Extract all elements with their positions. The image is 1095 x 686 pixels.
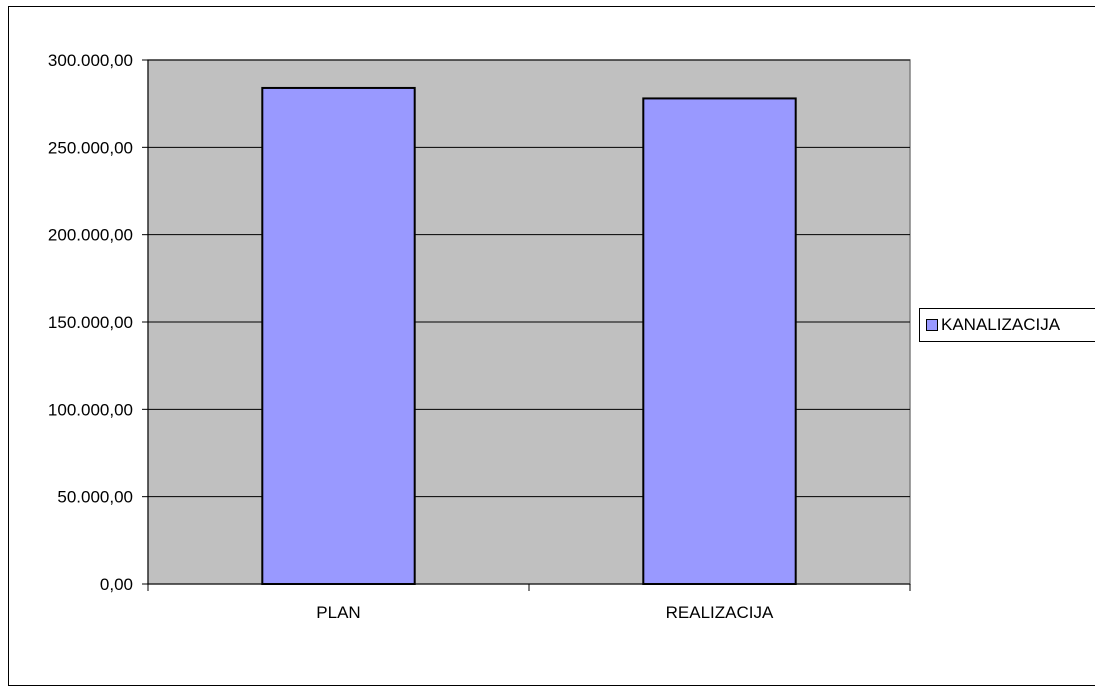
bar-chart: 0,00 50.000,00 100.000,00 150.000,00 200.000…	[48, 51, 911, 622]
y-tick-label: 0,00	[100, 575, 133, 594]
x-tick-label: REALIZACIJA	[666, 603, 774, 622]
legend: KANALIZACIJA	[919, 308, 1095, 342]
x-tick-label: PLAN	[316, 603, 360, 622]
legend-swatch	[926, 319, 938, 331]
y-tick-label: 100.000,00	[48, 400, 133, 419]
bar-realizacija	[642, 97, 797, 585]
y-tick-label: 50.000,00	[57, 488, 133, 507]
y-tick-label: 150.000,00	[48, 313, 133, 332]
y-tick-label: 250.000,00	[48, 138, 133, 157]
legend-label: KANALIZACIJA	[941, 315, 1061, 334]
y-tick-label: 200.000,00	[48, 226, 133, 245]
y-tick-label: 300.000,00	[48, 51, 133, 70]
bar-plan	[261, 86, 416, 586]
